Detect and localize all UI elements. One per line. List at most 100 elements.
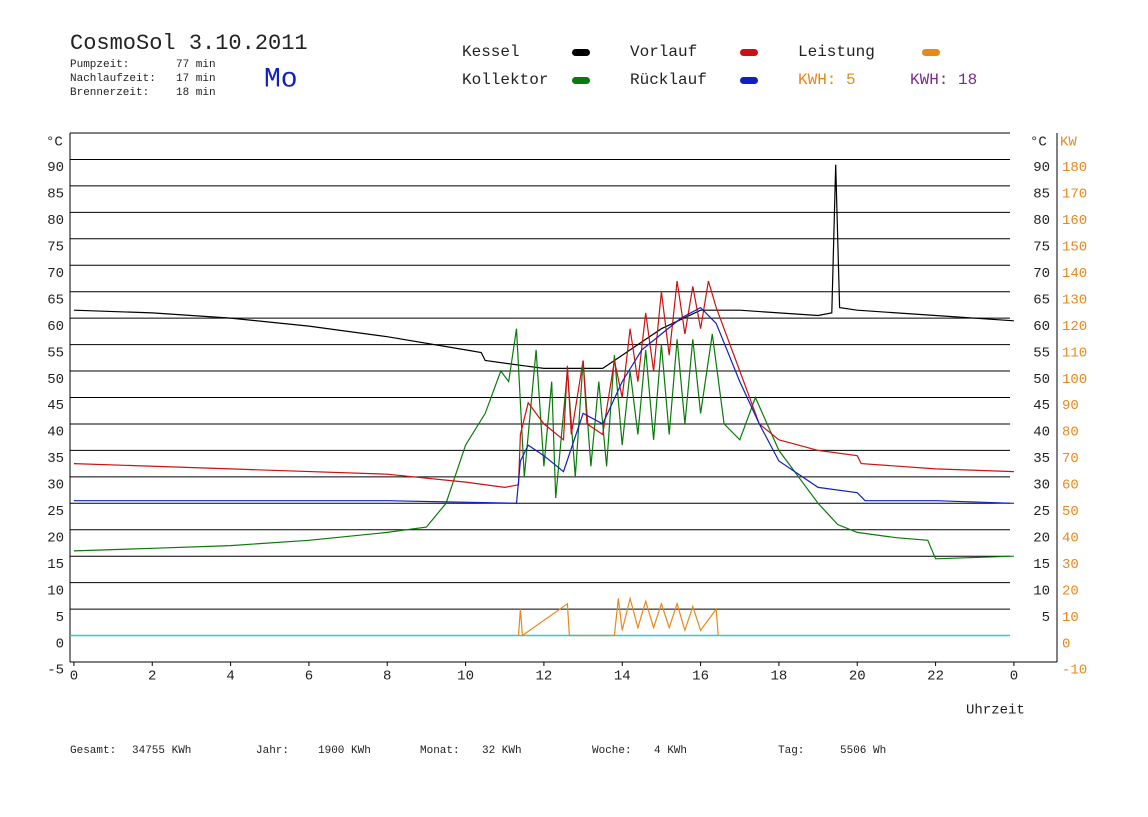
y-tick-label: 75 bbox=[47, 240, 64, 256]
total-value: 32 KWh bbox=[482, 745, 522, 757]
y2-tick-label: 160 bbox=[1062, 213, 1087, 229]
y-tick-label-right: 65 bbox=[1033, 292, 1050, 308]
y-tick-label-right: 45 bbox=[1033, 398, 1050, 414]
x-axis-label: Uhrzeit bbox=[966, 703, 1025, 719]
info-label: Brennerzeit: bbox=[70, 87, 149, 99]
y-tick-label-right: 15 bbox=[1033, 557, 1050, 573]
y-tick-label-right: 75 bbox=[1033, 240, 1050, 256]
y2-tick-label: 50 bbox=[1062, 504, 1079, 520]
x-tick-label: 4 bbox=[226, 669, 234, 685]
y-tick-label-right: 35 bbox=[1033, 451, 1050, 467]
y2-tick-label: 120 bbox=[1062, 319, 1087, 335]
total-label: Monat: bbox=[420, 745, 460, 757]
y2-tick-label: 180 bbox=[1062, 160, 1087, 176]
y-tick-label-right: 85 bbox=[1033, 187, 1050, 203]
y2-tick-label: 10 bbox=[1062, 610, 1079, 626]
y-tick-label: 85 bbox=[47, 187, 64, 203]
legend-swatch bbox=[572, 49, 590, 56]
y-tick-label-right: 55 bbox=[1033, 345, 1050, 361]
info-value: 17 min bbox=[176, 73, 216, 85]
y-tick-label: 80 bbox=[47, 213, 64, 229]
x-tick-label: 0 bbox=[70, 669, 78, 685]
x-tick-label: 16 bbox=[692, 669, 709, 685]
total-value: 4 KWh bbox=[654, 745, 687, 757]
y2-tick-label: 30 bbox=[1062, 557, 1079, 573]
total-label: Gesamt: bbox=[70, 745, 116, 757]
y2-tick-label: 130 bbox=[1062, 292, 1087, 308]
series-line bbox=[73, 164, 1014, 369]
legend-swatch bbox=[922, 49, 940, 56]
total-label: Tag: bbox=[778, 745, 804, 757]
y-tick-label: -5 bbox=[47, 663, 64, 679]
y-tick-label: 70 bbox=[47, 266, 64, 282]
y-tick-label: 5 bbox=[56, 610, 64, 626]
y2-tick-label: 140 bbox=[1062, 266, 1087, 282]
legend-swatch bbox=[740, 49, 758, 56]
y-tick-label: 15 bbox=[47, 557, 64, 573]
legend-swatch bbox=[740, 77, 758, 84]
y2-axis-label: KW bbox=[1060, 135, 1077, 151]
legend-label: Kollektor bbox=[462, 71, 548, 89]
x-tick-label: 20 bbox=[849, 669, 866, 685]
y2-tick-label: 170 bbox=[1062, 187, 1087, 203]
y-tick-label: 10 bbox=[47, 583, 64, 599]
y2-tick-label: -10 bbox=[1062, 663, 1087, 679]
x-tick-label: 22 bbox=[927, 669, 944, 685]
y-tick-label: 20 bbox=[47, 530, 64, 546]
x-tick-label: 10 bbox=[457, 669, 474, 685]
info-label: Pumpzeit: bbox=[70, 59, 129, 71]
y-tick-label: 65 bbox=[47, 292, 64, 308]
weekday: Mo bbox=[264, 64, 298, 95]
chart-title: CosmoSol 3.10.2011 bbox=[70, 31, 308, 56]
energy-label: KWH: 18 bbox=[910, 71, 977, 89]
energy-label: KWH: 5 bbox=[798, 71, 856, 89]
y-axis-label: °C bbox=[46, 135, 63, 151]
y-tick-label: 25 bbox=[47, 504, 64, 520]
y-tick-label: 60 bbox=[47, 319, 64, 335]
legend-label: Rücklauf bbox=[630, 71, 707, 89]
y2-tick-label: 90 bbox=[1062, 398, 1079, 414]
y2-tick-label: 40 bbox=[1062, 530, 1079, 546]
y-tick-label: 40 bbox=[47, 425, 64, 441]
y-tick-label-right: 30 bbox=[1033, 478, 1050, 494]
y-tick-label: 30 bbox=[47, 478, 64, 494]
y-tick-label-right: 60 bbox=[1033, 319, 1050, 335]
y-tick-label: 45 bbox=[47, 398, 64, 414]
y-tick-label-right: 90 bbox=[1033, 160, 1050, 176]
x-tick-label: 2 bbox=[148, 669, 156, 685]
x-tick-label: 12 bbox=[536, 669, 553, 685]
y2-tick-label: 150 bbox=[1062, 240, 1087, 256]
legend-label: Leistung bbox=[798, 43, 875, 61]
y2-tick-label: 0 bbox=[1062, 636, 1070, 652]
x-tick-label: 18 bbox=[771, 669, 788, 685]
info-value: 77 min bbox=[176, 59, 216, 71]
y-tick-label-right: 50 bbox=[1033, 372, 1050, 388]
total-label: Woche: bbox=[592, 745, 632, 757]
x-tick-label: 0 bbox=[1010, 669, 1018, 685]
x-tick-label: 6 bbox=[305, 669, 313, 685]
info-label: Nachlaufzeit: bbox=[70, 73, 156, 85]
total-value: 34755 KWh bbox=[132, 745, 191, 757]
legend-label: Vorlauf bbox=[630, 43, 697, 61]
y-tick-label-right: 10 bbox=[1033, 583, 1050, 599]
y-tick-label-right: 70 bbox=[1033, 266, 1050, 282]
y-tick-label: 55 bbox=[47, 345, 64, 361]
y2-tick-label: 110 bbox=[1062, 345, 1087, 361]
info-value: 18 min bbox=[176, 87, 216, 99]
y-tick-label-right: 25 bbox=[1033, 504, 1050, 520]
y-axis-label-right: °C bbox=[1030, 135, 1047, 151]
total-value: 1900 KWh bbox=[318, 745, 371, 757]
x-tick-label: 14 bbox=[614, 669, 631, 685]
total-label: Jahr: bbox=[256, 745, 289, 757]
y2-tick-label: 20 bbox=[1062, 583, 1079, 599]
y-tick-label-right: 5 bbox=[1042, 610, 1050, 626]
y-tick-label-right: 80 bbox=[1033, 213, 1050, 229]
y-tick-label-right: 40 bbox=[1033, 425, 1050, 441]
legend-swatch bbox=[572, 77, 590, 84]
series-line bbox=[517, 596, 719, 637]
series-line bbox=[73, 306, 1014, 504]
y2-tick-label: 70 bbox=[1062, 451, 1079, 467]
y2-tick-label: 100 bbox=[1062, 372, 1087, 388]
legend-label: Kessel bbox=[462, 43, 520, 61]
y-tick-label: 0 bbox=[56, 636, 64, 652]
